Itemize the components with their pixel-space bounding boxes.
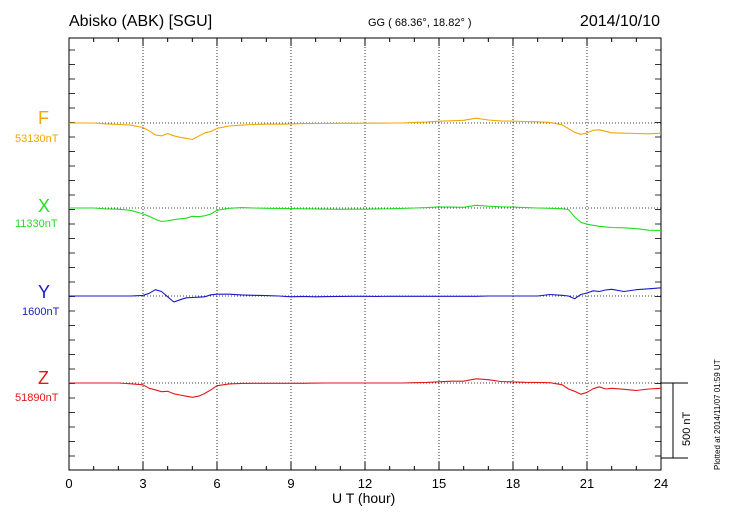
geographic-coordinates: GG ( 68.36°, 18.82° ) bbox=[368, 17, 472, 29]
x-tick-label-3: 9 bbox=[287, 476, 294, 491]
x-tick-label-4: 12 bbox=[358, 476, 372, 491]
trace-y bbox=[69, 287, 662, 303]
label-y: Y bbox=[38, 282, 51, 302]
x-tick-label-0: 0 bbox=[65, 476, 72, 491]
label-x: X bbox=[38, 196, 51, 216]
trace-f bbox=[69, 117, 662, 141]
x-tick-label-7: 21 bbox=[580, 476, 594, 491]
baseline-f: 53130nT bbox=[15, 133, 59, 145]
baseline-y: 1600nT bbox=[22, 306, 60, 318]
station-title: Abisko (ABK) [SGU] bbox=[69, 13, 213, 30]
x-axis-title: U T (hour) bbox=[332, 490, 396, 506]
scale-bar-label: 500 nT bbox=[681, 411, 693, 446]
label-z: Z bbox=[38, 368, 49, 388]
baseline-x: 11330nT bbox=[15, 218, 58, 230]
x-tick-label-5: 15 bbox=[432, 476, 446, 491]
baseline-z: 51890nT bbox=[15, 392, 59, 404]
trace-z bbox=[69, 378, 662, 398]
label-f: F bbox=[38, 108, 49, 128]
x-tick-label-8: 24 bbox=[654, 476, 668, 491]
x-tick-label-6: 18 bbox=[506, 476, 520, 491]
trace-x bbox=[69, 204, 662, 232]
x-tick-label-2: 6 bbox=[213, 476, 220, 491]
x-tick-label-1: 3 bbox=[139, 476, 146, 491]
plotted-timestamp: Plotted at 2014/11/07 01:59 UT bbox=[713, 359, 722, 470]
plot-date: 2014/10/10 bbox=[579, 13, 660, 30]
